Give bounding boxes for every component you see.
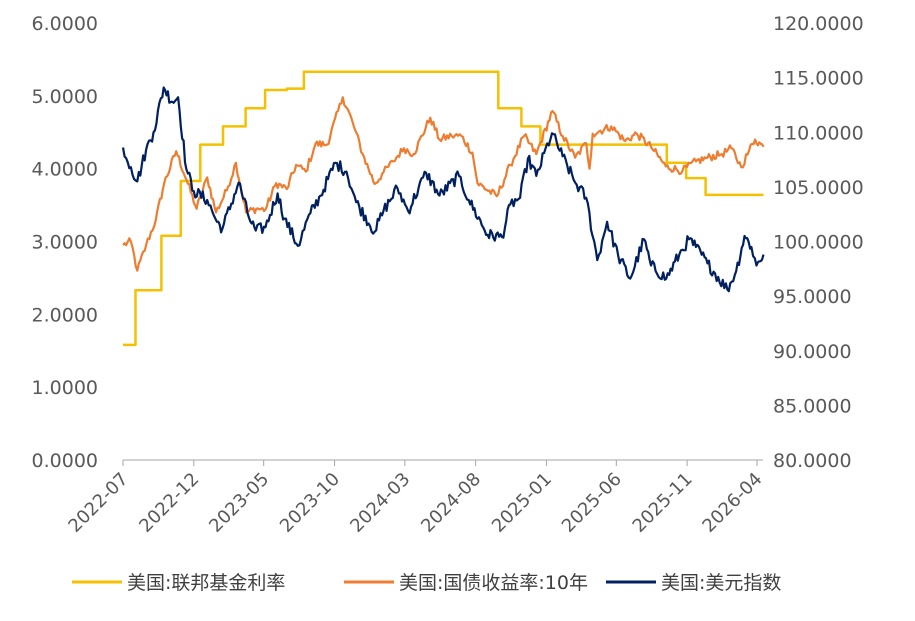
y-left-tick-label: 2.0000 — [32, 304, 98, 326]
y-left-tick-label: 6.0000 — [32, 13, 98, 35]
y-right-tick-label: 105.0000 — [773, 177, 864, 199]
axes-layer: 0.0000 1.0000 2.0000 3.0000 4.0000 5.0000 6.00… — [32, 13, 864, 537]
y-right-tick-label: 80.0000 — [773, 450, 852, 472]
x-tick-label: 2022-07 — [64, 469, 132, 537]
legend: 美国:联邦基金利率 美国:国债收益率:10年 美国:美元指数 — [72, 572, 781, 594]
x-tick-label: 2022-12 — [135, 469, 203, 537]
y-left-tick-label: 4.0000 — [32, 159, 98, 181]
treasury-10y-line — [122, 96, 765, 272]
legend-label: 美国:国债收益率:10年 — [399, 572, 588, 594]
y-right-tick-label: 115.0000 — [773, 68, 864, 90]
y-left-tick-label: 5.0000 — [32, 86, 98, 108]
y-left-tick-label: 0.0000 — [32, 450, 98, 472]
legend-label: 美国:联邦基金利率 — [127, 572, 285, 594]
legend-label: 美国:美元指数 — [661, 572, 781, 594]
fed-funds-rate-line — [123, 70, 764, 347]
y-left-tick-label: 3.0000 — [32, 232, 98, 254]
x-tick-label: 2023-05 — [205, 469, 273, 537]
y-right-tick-label: 95.0000 — [773, 286, 852, 308]
x-tick-label: 2025-11 — [629, 469, 697, 537]
x-tick-label: 2023-10 — [276, 469, 344, 537]
y-right-tick-label: 110.0000 — [773, 122, 864, 144]
y-right-tick-label: 100.0000 — [773, 232, 864, 254]
x-tick-label: 2025-06 — [558, 469, 626, 537]
x-tick-label: 2026-04 — [698, 469, 766, 537]
y-right-tick-label: 85.0000 — [773, 395, 852, 417]
y-right-tick-label: 90.0000 — [773, 341, 852, 363]
y-right-tick-label: 120.0000 — [773, 13, 864, 35]
dollar-index-line — [121, 86, 765, 293]
y-left-tick-label: 1.0000 — [32, 377, 98, 399]
series-layer — [121, 70, 765, 347]
x-tick-label: 2024-03 — [346, 469, 414, 537]
x-tick-label: 2024-08 — [417, 469, 485, 537]
x-tick-label: 2025-01 — [488, 469, 556, 537]
